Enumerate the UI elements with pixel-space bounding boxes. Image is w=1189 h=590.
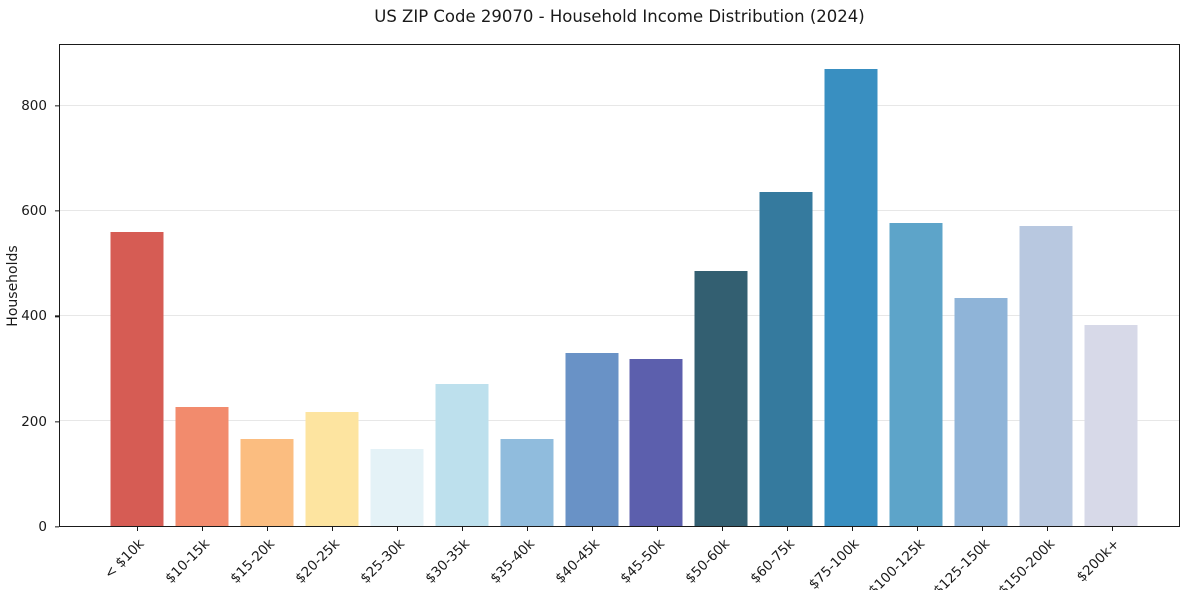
- y-tick-mark: [55, 210, 59, 212]
- x-tick: $25-30k: [357, 527, 429, 589]
- x-tick: $40-45k: [552, 527, 624, 589]
- x-tick-mark: [1046, 527, 1048, 531]
- x-tick: $20-25k: [292, 527, 364, 589]
- x-tick: $75-100k: [806, 527, 884, 590]
- y-tick-mark: [55, 315, 59, 317]
- bar-slot: [689, 45, 754, 526]
- x-tick-mark: [721, 527, 723, 531]
- x-tick-mark: [786, 527, 788, 531]
- x-tick-label: $200k+: [1073, 536, 1123, 586]
- x-tick-label: $10-15k: [162, 536, 213, 587]
- gridline: [60, 105, 1179, 107]
- x-tick-label: < $10k: [101, 536, 148, 583]
- gridline: [60, 420, 1179, 422]
- x-tick-label: $20-25k: [292, 536, 343, 587]
- gridline: [60, 315, 1179, 317]
- bar-$30-35k: [435, 383, 489, 526]
- bar-$10-15k: [175, 406, 229, 526]
- x-tick: $125-150k: [930, 527, 1014, 590]
- x-tick-mark: [851, 527, 853, 531]
- y-tick-mark: [55, 526, 59, 528]
- x-tick-label: $60-75k: [747, 536, 798, 587]
- y-tick-mark: [55, 421, 59, 423]
- y-tick-label: 400: [21, 308, 47, 325]
- x-tick-label: $50-60k: [682, 536, 733, 587]
- bar-$20-25k: [305, 412, 359, 526]
- bar-slot: [884, 45, 949, 526]
- bar-slot: [624, 45, 689, 526]
- x-tick-mark: [396, 527, 398, 531]
- y-tick-label: 200: [21, 413, 47, 430]
- bar-slot: [300, 45, 365, 526]
- x-tick-label: $35-40k: [487, 536, 538, 587]
- x-tick-mark: [331, 527, 333, 531]
- plot-area: [59, 44, 1180, 527]
- bar-slot: [1013, 45, 1078, 526]
- gridline: [60, 210, 1179, 212]
- x-tick-mark: [461, 527, 463, 531]
- bars-container: [105, 45, 1143, 526]
- bar-slot: [170, 45, 235, 526]
- x-tick-label: $45-50k: [617, 536, 668, 587]
- x-tick-mark: [981, 527, 983, 531]
- x-tick-label: $30-35k: [422, 536, 473, 587]
- bar-slot: [559, 45, 624, 526]
- bar-$60-75k: [759, 191, 813, 526]
- x-tick: $45-50k: [617, 527, 689, 589]
- chart-title: US ZIP Code 29070 - Household Income Dis…: [374, 7, 865, 26]
- x-tick-label: $25-30k: [357, 536, 408, 587]
- y-axis-ticks: 0 200 400 600 800: [0, 44, 59, 535]
- x-tick: $100-125k: [865, 527, 949, 590]
- bar-< $10k: [110, 231, 164, 526]
- bar-$45-50k: [629, 358, 683, 526]
- x-tick-mark: [656, 527, 658, 531]
- bar-slot: [235, 45, 300, 526]
- x-tick: $150-200k: [995, 527, 1079, 590]
- x-axis-ticks: < $10k $10-15k $15-20k $20-25k $25-30k $30-35…: [101, 527, 1144, 590]
- y-tick-mark: [55, 104, 59, 107]
- bar-slot: [819, 45, 884, 526]
- bar-$35-40k: [500, 439, 554, 526]
- bar-slot: [494, 45, 559, 526]
- bar-slot: [1078, 45, 1143, 526]
- x-tick: < $10k: [101, 527, 169, 589]
- x-tick-label: $40-45k: [552, 536, 603, 587]
- bar-$50-60k: [694, 271, 748, 526]
- bar-slot: [429, 45, 494, 526]
- bar-slot: [365, 45, 430, 526]
- bar-$75-100k: [824, 68, 878, 526]
- x-tick: $15-20k: [227, 527, 299, 589]
- bar-$15-20k: [240, 439, 294, 526]
- bar-$125-150k: [954, 297, 1008, 526]
- y-tick-label: 600: [21, 202, 47, 219]
- bar-$40-45k: [565, 352, 619, 526]
- x-tick-mark: [1111, 527, 1113, 531]
- bar-$200k+: [1084, 324, 1138, 526]
- y-tick-label: 0: [38, 519, 47, 535]
- x-tick-label: $15-20k: [227, 536, 278, 587]
- x-tick: $200k+: [1074, 527, 1144, 589]
- x-tick: $10-15k: [162, 527, 234, 589]
- x-tick-mark: [591, 527, 593, 531]
- x-tick: $50-60k: [682, 527, 754, 589]
- bar-$25-30k: [370, 449, 424, 526]
- bar-$100-125k: [889, 222, 943, 526]
- bar-slot: [754, 45, 819, 526]
- x-tick: $30-35k: [422, 527, 494, 589]
- x-tick-mark: [136, 527, 138, 531]
- bar-slot: [105, 45, 170, 526]
- x-tick-mark: [201, 527, 203, 531]
- bar-slot: [948, 45, 1013, 526]
- x-tick-mark: [916, 527, 918, 531]
- x-tick: $35-40k: [487, 527, 559, 589]
- y-tick-label: 800: [21, 97, 47, 114]
- x-tick-mark: [526, 527, 528, 531]
- x-tick-mark: [266, 527, 268, 531]
- x-tick: $60-75k: [747, 527, 819, 589]
- bar-$150-200k: [1019, 225, 1073, 526]
